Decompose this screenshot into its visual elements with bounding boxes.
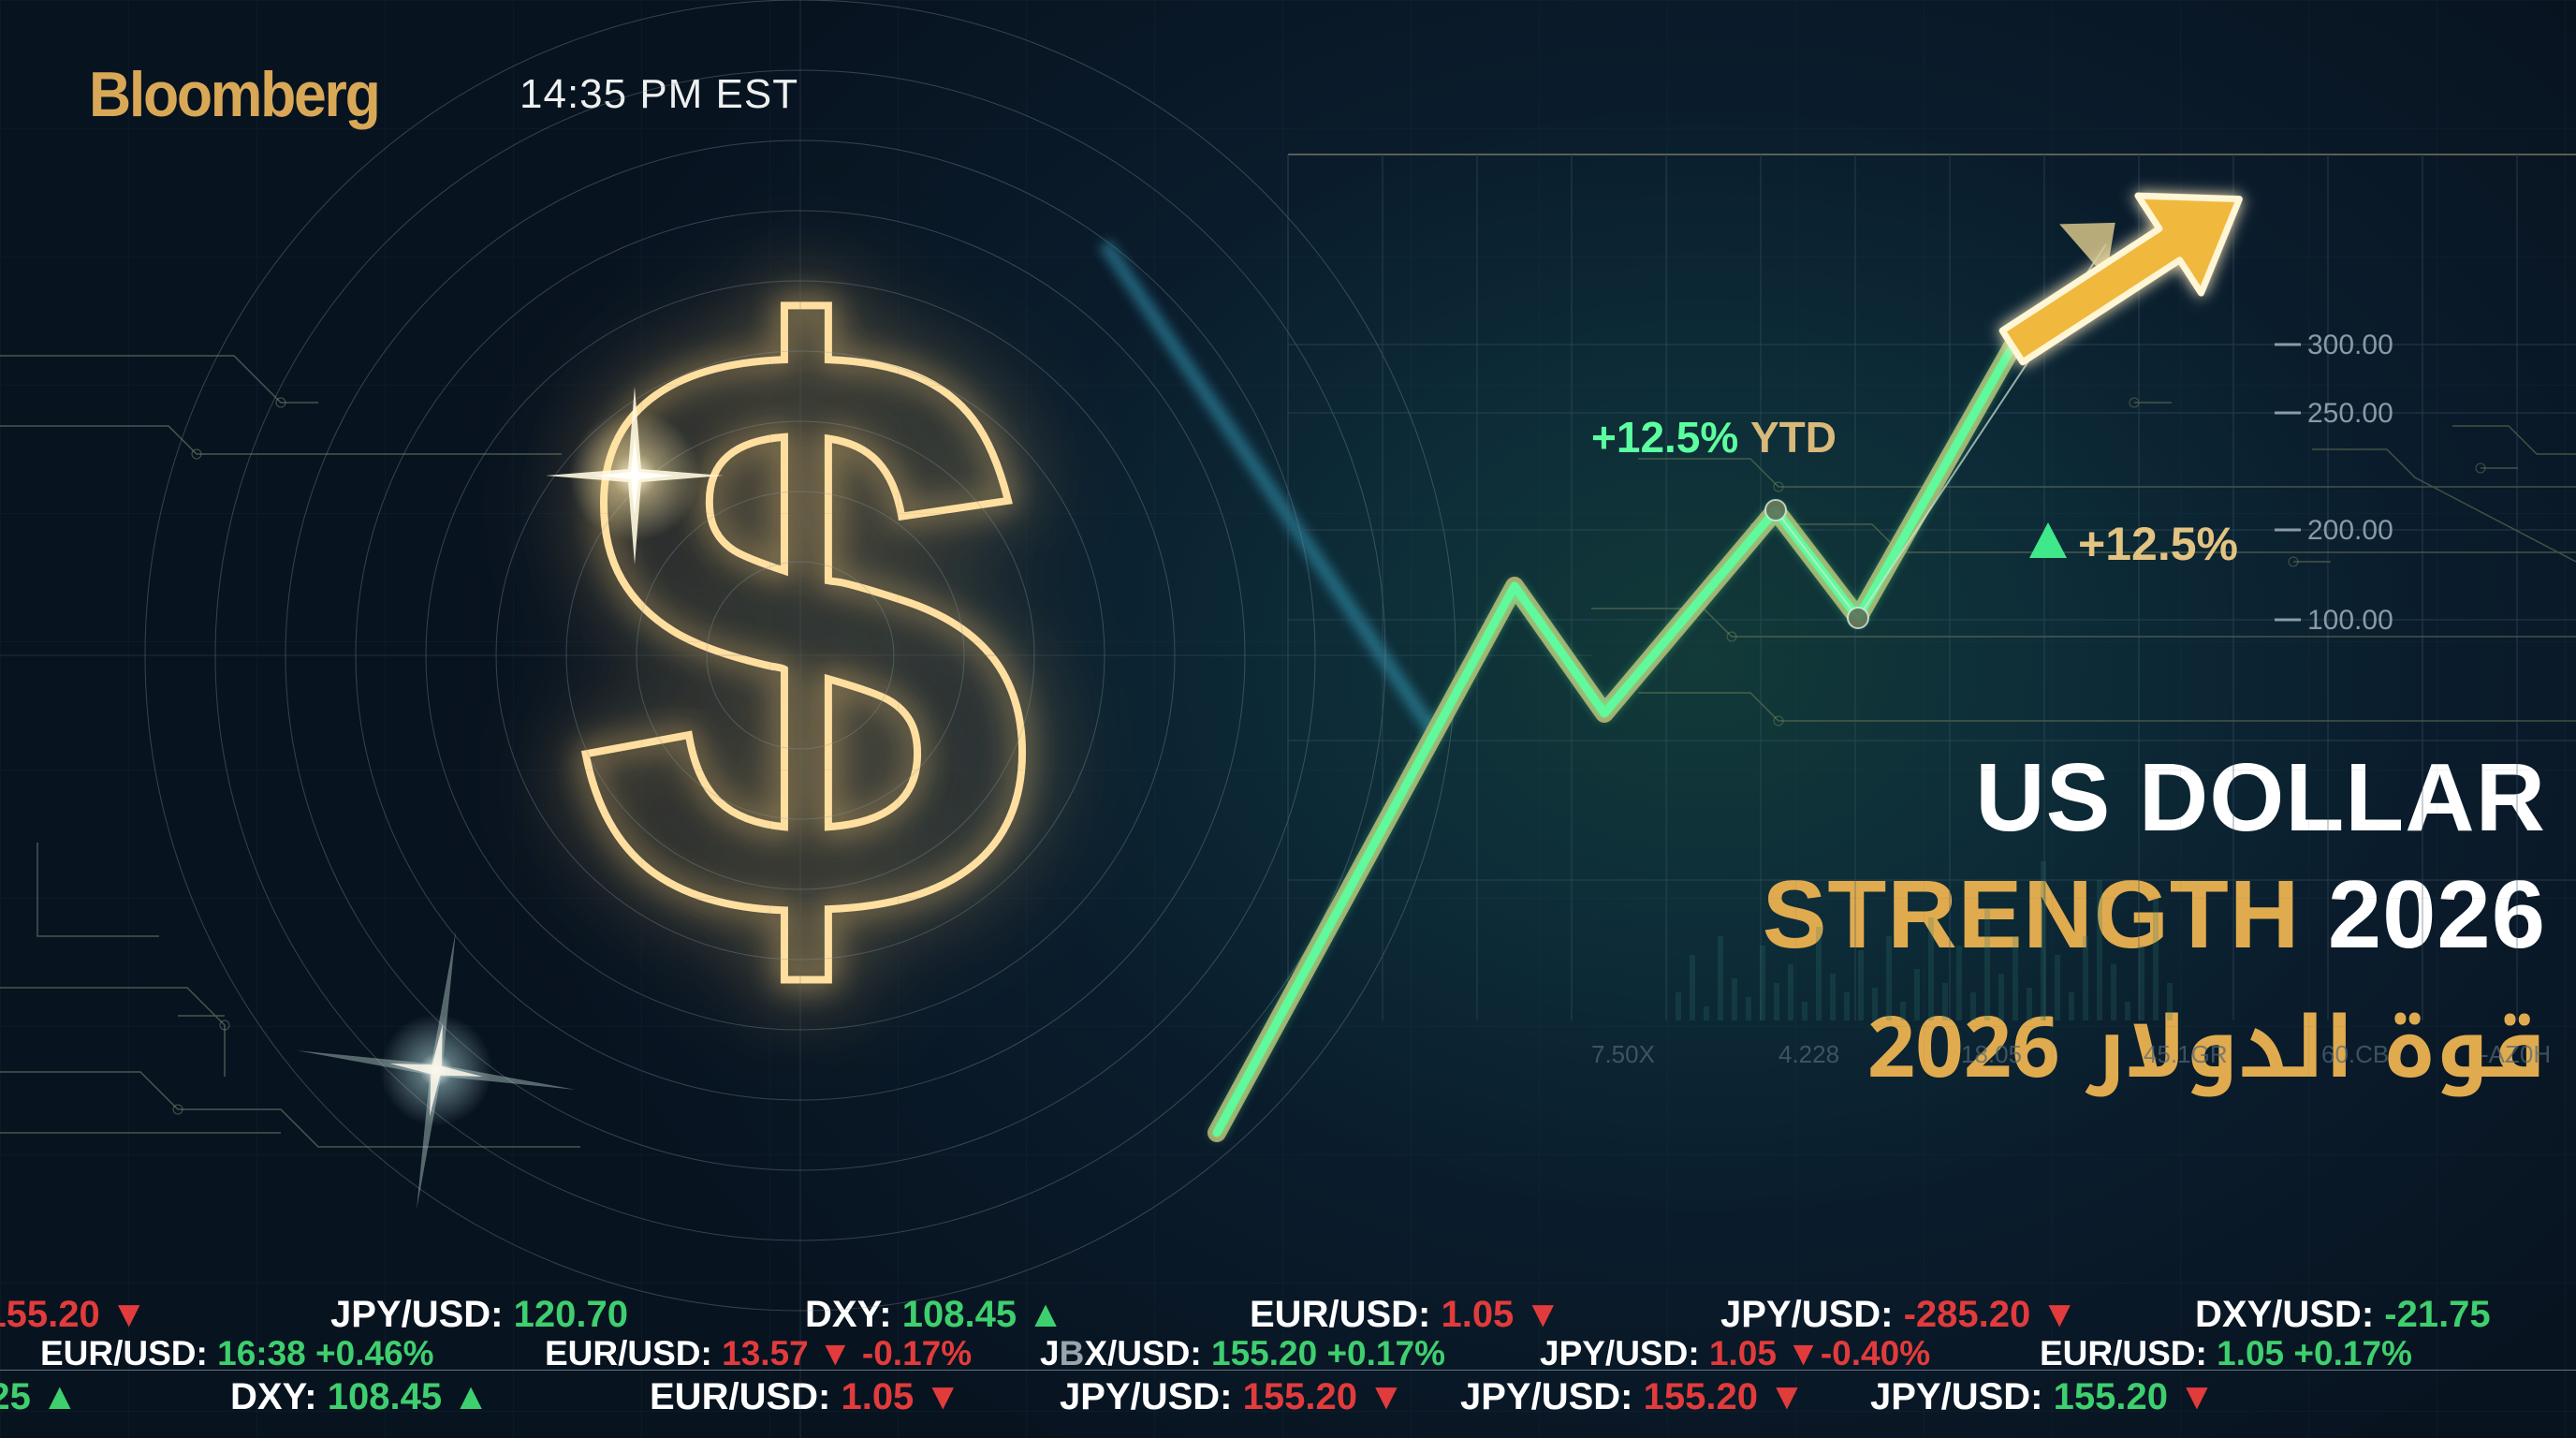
svg-text:100.00: 100.00 — [2307, 605, 2393, 636]
svg-text:+12.5%: +12.5% — [2078, 518, 2238, 570]
svg-text:250.00: 250.00 — [2307, 398, 2393, 429]
svg-text:YTD: YTD — [1750, 413, 1837, 462]
svg-text:45.1GR: 45.1GR — [2144, 1040, 2228, 1068]
svg-text:200.00: 200.00 — [2307, 515, 2393, 546]
svg-text:+12.5%: +12.5% — [1591, 413, 1738, 462]
svg-text:300.00: 300.00 — [2307, 330, 2393, 360]
svg-text:-AZ0H: -AZ0H — [2481, 1040, 2551, 1068]
svg-text:7.50X: 7.50X — [1591, 1040, 1655, 1068]
svg-text:4.228: 4.228 — [1778, 1040, 1839, 1068]
svg-text:18.05: 18.05 — [1961, 1040, 2022, 1068]
svg-text:60.CB: 60.CB — [2321, 1040, 2389, 1068]
